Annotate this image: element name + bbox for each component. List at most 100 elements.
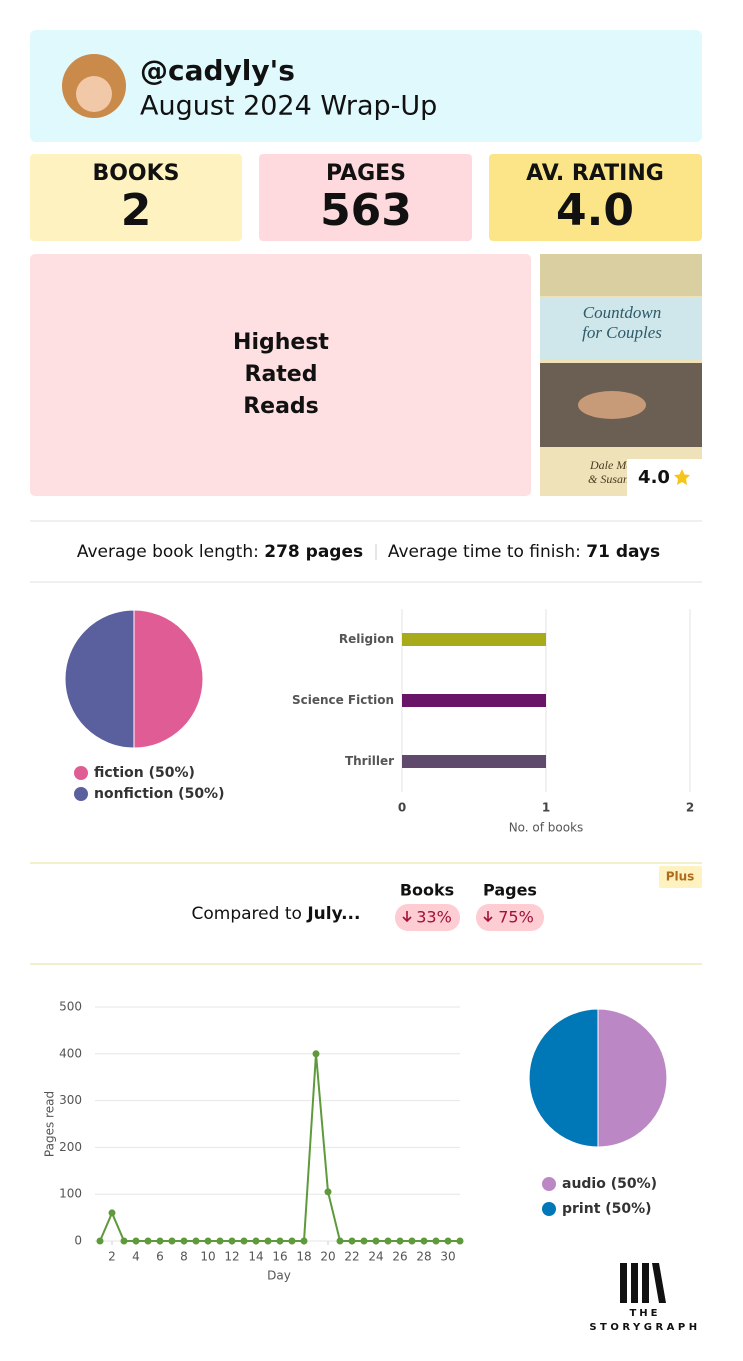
rating-badge [627, 459, 702, 496]
stat-card [489, 154, 702, 241]
x-tick-label: 14 [248, 1250, 263, 1264]
average-time-value: 71 days [586, 542, 660, 562]
cover-title: for Couples [582, 323, 662, 342]
highest-rated-panel [30, 254, 531, 496]
stat-card [30, 154, 242, 241]
x-tick-label: 16 [272, 1250, 287, 1264]
point [216, 1237, 224, 1245]
pie-slice [133, 609, 204, 749]
average-time: Average time to finish: 71 days [388, 542, 660, 562]
y-tick-label: Science Fiction [292, 693, 394, 707]
pie-slice [64, 609, 135, 749]
legend-label: fiction (50%) [94, 765, 195, 781]
x-tick-label: 20 [320, 1250, 335, 1264]
y-tick-label: Religion [339, 632, 394, 646]
pie-slice [528, 1008, 599, 1148]
stat-value: 2 [121, 185, 152, 236]
x-tick-label: 22 [344, 1250, 359, 1264]
cover-title-band [540, 298, 702, 360]
comparison-text: Compared to [192, 904, 302, 924]
legend-label: print (50%) [562, 1201, 652, 1217]
point [372, 1237, 380, 1245]
plus-badge-text: Plus [666, 870, 695, 884]
stat-card [259, 154, 472, 241]
stat-label: PAGES [326, 161, 406, 186]
stat-value: 4.0 [556, 185, 634, 236]
cover-hands [578, 391, 646, 419]
x-axis-label: No. of books [509, 821, 584, 835]
logo-bar [631, 1263, 638, 1303]
x-tick-label: 8 [180, 1250, 188, 1264]
point [108, 1209, 116, 1217]
logo[interactable]: THE STORYGRAPH [589, 1263, 700, 1333]
x-tick-label: 24 [368, 1250, 383, 1264]
stat-label: AV. RATING [526, 161, 664, 186]
x-tick-label: 28 [416, 1250, 431, 1264]
book-cover[interactable]: Countdown for Couples Dale Mathis, & & S… [540, 254, 702, 496]
comparison-books-label: Books [400, 881, 454, 900]
y-tick-label: 200 [59, 1140, 82, 1154]
x-axis-label: Day [267, 1269, 291, 1283]
x-tick-label: 1 [542, 801, 550, 815]
average-length-value: 278 pages [264, 542, 363, 562]
x-tick-label: 2 [686, 801, 694, 815]
x-tick-label: 0 [398, 801, 406, 815]
bar [402, 694, 546, 707]
point [324, 1188, 332, 1196]
point [96, 1237, 104, 1245]
header-panel [30, 30, 702, 142]
y-tick-label: Thriller [345, 754, 394, 768]
handle: @cadyly's [140, 54, 295, 87]
logo-bar [642, 1263, 649, 1303]
logo-bar [620, 1263, 627, 1303]
average-length-label: Average book length: [77, 542, 259, 562]
logo-text: THE [629, 1308, 660, 1319]
point [156, 1237, 164, 1245]
highest-rated-heading: Rated [245, 362, 318, 387]
wrap-up-title: August 2024 Wrap-Up [140, 91, 437, 122]
average-length: Average book length: 278 pages [77, 542, 363, 562]
highest-rated-heading: Highest [233, 330, 329, 355]
pie-slice [597, 1008, 668, 1148]
y-tick-label: 300 [59, 1093, 82, 1107]
point [252, 1237, 260, 1245]
point [360, 1237, 368, 1245]
comparison-pages-label: Pages [483, 881, 537, 900]
legend-swatch [74, 766, 88, 780]
point [120, 1237, 128, 1245]
point [276, 1237, 284, 1245]
y-tick-label: 100 [59, 1187, 82, 1201]
legend-swatch [542, 1177, 556, 1191]
y-tick-label: 0 [74, 1234, 82, 1248]
point [336, 1237, 344, 1245]
cover-band [540, 254, 702, 296]
point [432, 1237, 440, 1245]
logo-bar [652, 1263, 666, 1303]
bar [402, 755, 546, 768]
down-arrow [483, 911, 493, 923]
logo-text: STORYGRAPH [589, 1322, 700, 1333]
y-tick-label: 400 [59, 1046, 82, 1060]
y-tick-label: 500 [59, 1000, 82, 1014]
x-tick-label: 12 [224, 1250, 239, 1264]
point [456, 1237, 464, 1245]
point [132, 1237, 140, 1245]
point [384, 1237, 392, 1245]
point [264, 1237, 272, 1245]
point [300, 1237, 308, 1245]
point [144, 1237, 152, 1245]
point [312, 1050, 320, 1058]
avatar-face [76, 76, 112, 112]
point [348, 1237, 356, 1245]
change-badge [395, 904, 460, 931]
star-icon [674, 469, 690, 485]
x-tick-label: 26 [392, 1250, 407, 1264]
point [444, 1237, 452, 1245]
x-tick-label: 10 [200, 1250, 215, 1264]
x-tick-label: 6 [156, 1250, 164, 1264]
legend-label: audio (50%) [562, 1176, 657, 1192]
legend-swatch [74, 787, 88, 801]
